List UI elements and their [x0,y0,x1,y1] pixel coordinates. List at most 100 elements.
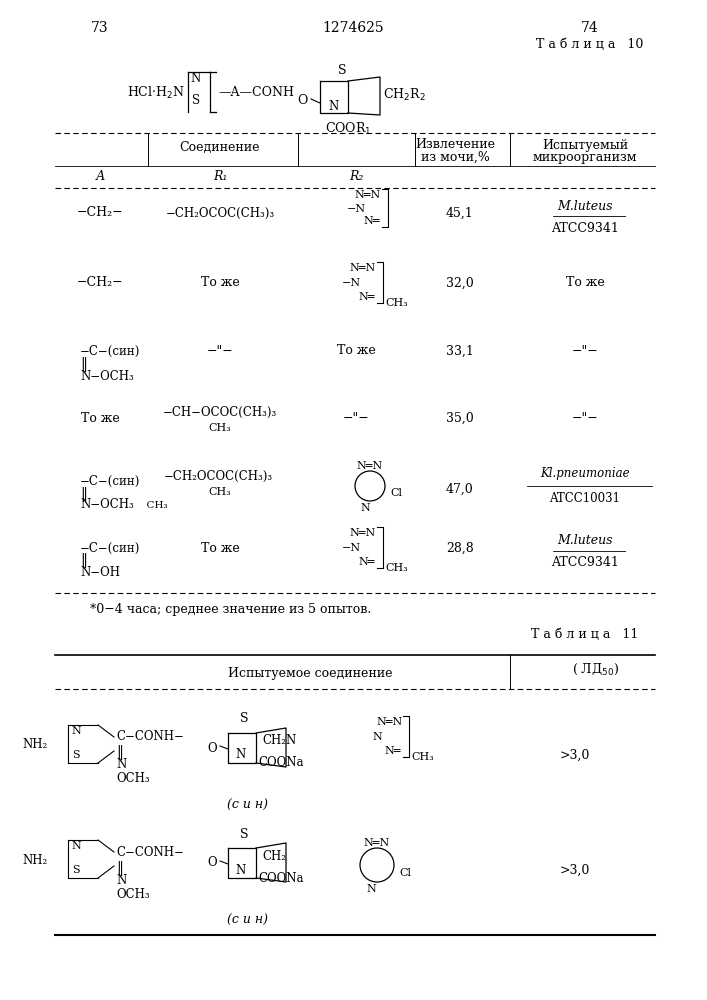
Text: N: N [116,758,127,772]
Text: O: O [297,95,307,107]
Text: ‖: ‖ [80,554,87,568]
Text: ‖: ‖ [80,487,87,502]
Text: −CH₂−: −CH₂− [76,207,123,220]
Text: Соединение: Соединение [180,140,260,153]
Text: S: S [72,865,80,875]
Text: N: N [191,72,201,85]
Text: 47,0: 47,0 [446,483,474,495]
Text: S: S [240,828,248,840]
Text: 1274625: 1274625 [322,21,384,35]
Text: S: S [240,712,248,726]
Text: CH₃: CH₃ [385,298,408,308]
Text: −CH₂OCOC(CH₃)₃: −CH₂OCOC(CH₃)₃ [163,470,273,483]
Text: −CH₂OCOC(CH₃)₃: −CH₂OCOC(CH₃)₃ [165,207,274,220]
Text: N═: N═ [358,292,375,302]
Text: ATCC9341: ATCC9341 [551,556,619,570]
Text: R₂: R₂ [349,170,363,184]
Text: CH₃: CH₃ [208,487,230,497]
Text: То же: То же [201,276,240,290]
Text: ATCC9341: ATCC9341 [551,222,619,234]
Text: (с и н): (с и н) [228,798,269,812]
Text: А: А [95,170,105,184]
Text: То же: То же [337,344,375,358]
Text: −"−: −"− [572,412,598,424]
Text: Cl: Cl [399,868,411,878]
Text: S: S [338,64,346,78]
Text: C−CONH−: C−CONH− [116,730,184,744]
Text: 28,8: 28,8 [446,542,474,554]
Text: O: O [207,856,217,869]
Text: CH$_2$R$_2$: CH$_2$R$_2$ [383,87,426,103]
Text: N═N: N═N [357,461,383,471]
Text: OCH₃: OCH₃ [116,772,150,786]
Text: N−OH: N−OH [80,566,120,578]
Text: M.luteus: M.luteus [557,534,613,548]
Text: Испытуемое соединение: Испытуемое соединение [228,666,392,680]
Text: Т а б л и ц а   10: Т а б л и ц а 10 [537,38,643,51]
Text: ‖: ‖ [116,746,123,760]
Text: 33,1: 33,1 [446,344,474,358]
Text: N: N [71,841,81,851]
Text: 45,1: 45,1 [446,207,474,220]
Text: −N: −N [341,278,361,288]
Text: N═N: N═N [350,528,376,538]
Text: То же: То же [81,412,119,424]
Text: (с и н): (с и н) [228,914,269,926]
Text: N: N [71,726,81,736]
Text: C−CONH−: C−CONH− [116,846,184,858]
Text: N═N: N═N [350,263,376,273]
Text: N: N [372,732,382,742]
Text: 74: 74 [581,21,599,35]
Text: −N: −N [346,204,366,214]
Text: 32,0: 32,0 [446,276,474,290]
Text: из мочи,%: из мочи,% [421,150,489,163]
Text: N═: N═ [363,216,380,226]
Text: То же: То же [201,542,240,554]
Text: −C−(син): −C−(син) [80,475,141,488]
Text: N: N [236,863,246,876]
Text: N═N: N═N [355,190,381,200]
Text: *0−4 часа; среднее значение из 5 опытов.: *0−4 часа; среднее значение из 5 опытов. [90,603,371,616]
Text: >3,0: >3,0 [560,748,590,762]
Text: HCl·H$_2$N: HCl·H$_2$N [127,85,185,101]
Text: Испытуемый: Испытуемый [542,138,628,151]
Text: −N: −N [341,543,361,553]
Text: OCH₃: OCH₃ [116,888,150,900]
Text: CH₃: CH₃ [140,500,168,510]
Text: COOR$_1$: COOR$_1$ [325,121,371,137]
Text: NH₂: NH₂ [23,738,48,752]
Text: N═N: N═N [364,838,390,848]
Text: CH₃: CH₃ [208,423,230,433]
Text: N═: N═ [358,557,375,567]
Text: N═: N═ [385,746,402,756]
Text: ATCC10031: ATCC10031 [549,491,621,504]
Text: ( ЛД$_{50}$): ( ЛД$_{50}$) [571,661,619,677]
Text: N−OCH₃: N−OCH₃ [80,498,134,512]
Text: 73: 73 [91,21,109,35]
Text: −CH−OCOC(CH₃)₃: −CH−OCOC(CH₃)₃ [163,406,277,418]
Text: То же: То же [566,276,604,290]
Text: N: N [329,101,339,113]
Text: S: S [192,94,200,106]
Text: −"−: −"− [572,344,598,358]
Text: CH₂N: CH₂N [262,734,296,748]
Text: R₁: R₁ [213,170,227,184]
Text: N: N [116,874,127,886]
Text: N: N [366,884,376,894]
Text: −"−: −"− [206,344,233,358]
Text: N: N [360,503,370,513]
Text: ‖: ‖ [80,357,87,371]
Text: —A—CONH: —A—CONH [218,87,294,100]
Text: NH₂: NH₂ [23,854,48,866]
Text: −"−: −"− [343,412,369,424]
Text: ‖: ‖ [116,860,123,876]
Text: CH₂: CH₂ [262,850,286,862]
Text: N−OCH₃: N−OCH₃ [80,369,134,382]
Text: COONa: COONa [258,871,303,884]
Text: CH₃: CH₃ [411,752,434,762]
Text: >3,0: >3,0 [560,863,590,876]
Text: −C−(син): −C−(син) [80,542,141,554]
Text: M.luteus: M.luteus [557,200,613,213]
Text: Cl: Cl [390,488,402,498]
Text: O: O [207,742,217,754]
